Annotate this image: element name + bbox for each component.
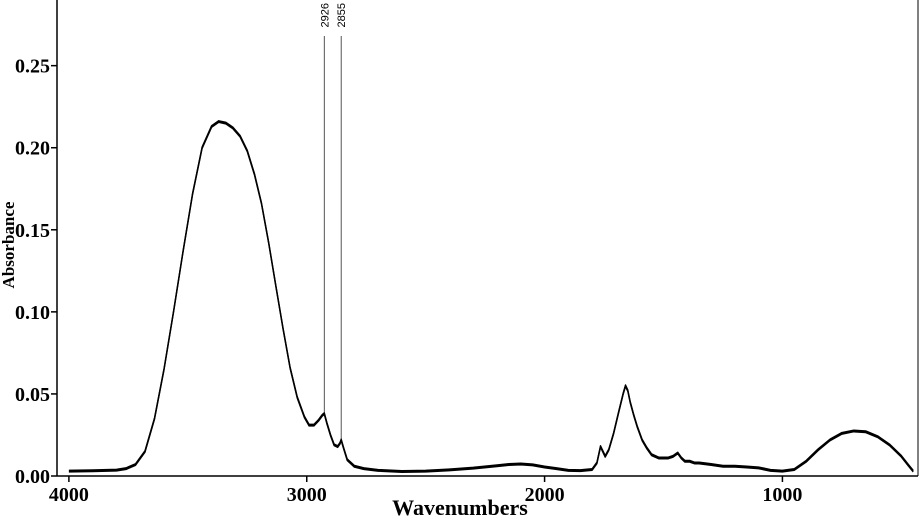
y-axis-ticks: 0.00 0.05 0.10 0.15 0.20 0.25: [15, 56, 57, 488]
x-axis-ticks: 4000 3000 2000 1000: [49, 476, 802, 506]
y-tick-label: 0.20: [15, 138, 50, 160]
series-line-0-trace-2: [68, 121, 914, 473]
series-group: [68, 120, 914, 473]
x-tick-label: 2000: [525, 484, 565, 506]
y-tick-label: 0.10: [15, 302, 50, 324]
annotation-label-2855: 2855: [336, 3, 348, 27]
x-tick-label: 3000: [287, 484, 327, 506]
series-line-0-trace-0: [68, 120, 914, 472]
series-line-0-trace-1: [68, 120, 914, 473]
annotation-lines: 2926 2855: [319, 3, 348, 440]
annotation-label-2926: 2926: [319, 3, 331, 27]
x-axis-title: Wavenumbers: [392, 495, 528, 519]
y-tick-label: 0.15: [15, 220, 50, 242]
y-tick-label: 0.00: [15, 466, 50, 488]
x-tick-label: 1000: [762, 484, 802, 506]
y-axis-title: Absorbance: [0, 201, 18, 288]
plot-frame: [56, 0, 919, 477]
y-tick-label: 0.25: [15, 56, 50, 78]
x-tick-label: 4000: [49, 484, 89, 506]
y-tick-label: 0.05: [15, 384, 50, 406]
